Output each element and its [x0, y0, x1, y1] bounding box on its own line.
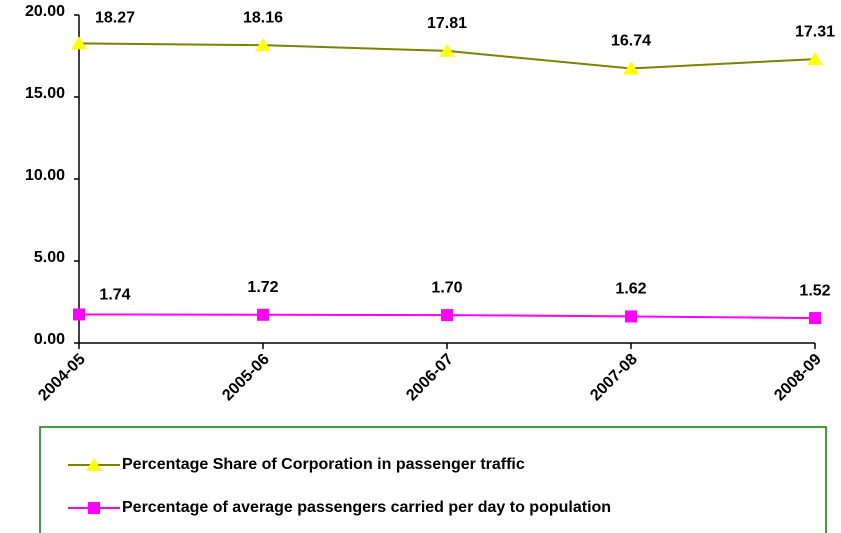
data-point: [807, 52, 823, 66]
data-point: [255, 38, 271, 52]
data-point: [257, 308, 269, 321]
data-point: [73, 308, 85, 321]
x-tick-label: 2004-05: [35, 351, 89, 405]
data-label: 1.62: [615, 281, 646, 298]
x-tick-label: 2008-09: [771, 351, 825, 405]
x-tick-label: 2005-06: [219, 351, 273, 405]
x-tick-label: 2006-07: [403, 351, 457, 405]
data-label: 1.70: [431, 279, 462, 296]
data-label: 1.52: [799, 282, 830, 299]
y-tick-label: 15.00: [25, 85, 65, 102]
legend-marker: [88, 502, 100, 514]
data-label: 1.72: [247, 279, 278, 296]
data-point: [623, 61, 639, 75]
data-point: [809, 312, 821, 325]
y-tick-label: 0.00: [34, 331, 65, 348]
legend-label: Percentage of average passengers carried…: [122, 499, 611, 516]
y-tick-label: 20.00: [25, 3, 65, 20]
data-label: 1.74: [99, 287, 130, 304]
legend-marker: [86, 458, 102, 471]
data-point: [439, 43, 455, 57]
data-label: 17.81: [427, 15, 467, 32]
legend-label: Percentage Share of Corporation in passe…: [122, 456, 525, 473]
data-label: 18.27: [95, 10, 135, 27]
x-tick-label: 2007-08: [587, 351, 641, 405]
data-point: [441, 309, 453, 322]
y-tick-label: 10.00: [25, 167, 65, 184]
data-point: [625, 310, 637, 323]
data-label: 17.31: [795, 23, 835, 40]
data-label: 16.74: [611, 33, 651, 50]
legend-box: [39, 426, 827, 533]
data-label: 18.16: [243, 9, 283, 26]
y-tick-label: 5.00: [34, 249, 65, 266]
data-point: [71, 36, 87, 50]
